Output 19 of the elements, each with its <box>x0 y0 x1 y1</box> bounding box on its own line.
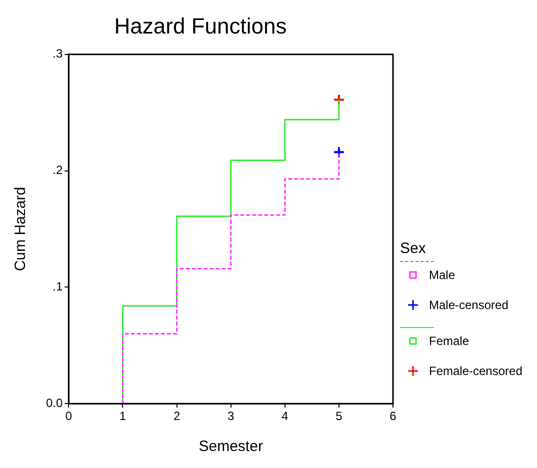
chart-title: Hazard Functions <box>114 13 287 38</box>
y-tick-label: .2 <box>52 163 63 178</box>
legend-label: Male-censored <box>429 298 508 312</box>
legend-label: Male <box>429 268 456 282</box>
x-tick-label: 3 <box>227 409 234 424</box>
x-tick-label: 1 <box>119 409 126 424</box>
x-axis-title: Semester <box>198 438 263 456</box>
x-tick-label: 2 <box>173 409 180 424</box>
y-tick-label: .3 <box>52 46 63 61</box>
legend-label: Female <box>429 334 470 348</box>
y-tick-label: 0.0 <box>46 396 63 410</box>
x-tick-label: 6 <box>390 409 397 424</box>
y-tick-label: .1 <box>52 280 63 294</box>
legend-title: Sex <box>400 240 427 257</box>
x-tick-label: 4 <box>282 409 289 424</box>
legend-label: Female-censored <box>429 364 522 378</box>
x-tick-label: 5 <box>336 409 343 424</box>
x-tick-label: 0 <box>65 409 72 424</box>
y-axis-title: Cum Hazard <box>12 186 30 272</box>
